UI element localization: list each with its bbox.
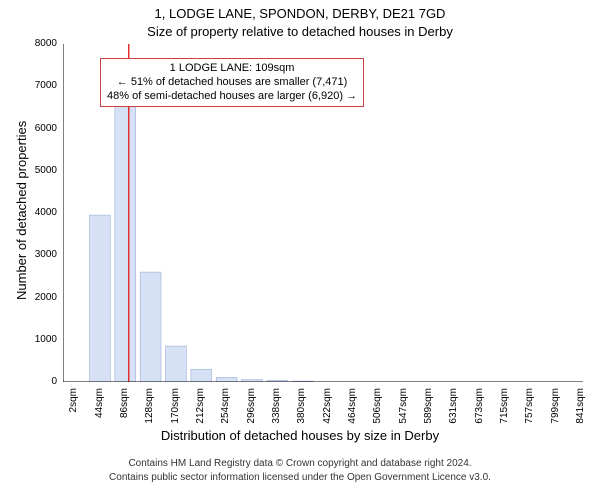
y-tick-label: 1000 <box>27 334 57 345</box>
y-tick-label: 5000 <box>27 165 57 176</box>
y-tick-label: 2000 <box>27 292 57 303</box>
histogram-bar <box>191 369 212 382</box>
histogram-bar <box>90 215 111 382</box>
x-axis-label: Distribution of detached houses by size … <box>0 428 600 443</box>
property-annotation: 1 LODGE LANE: 109sqm← 51% of detached ho… <box>100 58 364 107</box>
histogram-bar <box>115 99 136 382</box>
footnote-line1: Contains HM Land Registry data © Crown c… <box>0 458 600 469</box>
chart-container: 1, LODGE LANE, SPONDON, DERBY, DE21 7GD … <box>0 0 600 500</box>
y-tick-label: 6000 <box>27 123 57 134</box>
histogram-bar <box>216 377 237 382</box>
histogram-bar <box>166 346 187 382</box>
page-title-line2: Size of property relative to detached ho… <box>0 24 600 39</box>
y-tick-label: 8000 <box>27 38 57 49</box>
footnote-line2: Contains public sector information licen… <box>0 472 600 483</box>
annotation-line: 48% of semi-detached houses are larger (… <box>107 90 357 104</box>
annotation-line: ← 51% of detached houses are smaller (7,… <box>107 76 357 90</box>
page-title-line1: 1, LODGE LANE, SPONDON, DERBY, DE21 7GD <box>0 6 600 21</box>
y-tick-label: 7000 <box>27 80 57 91</box>
annotation-line: 1 LODGE LANE: 109sqm <box>107 62 357 76</box>
y-tick-label: 3000 <box>27 249 57 260</box>
y-tick-label: 4000 <box>27 207 57 218</box>
y-tick-label: 0 <box>27 376 57 387</box>
histogram-bar <box>140 272 161 382</box>
